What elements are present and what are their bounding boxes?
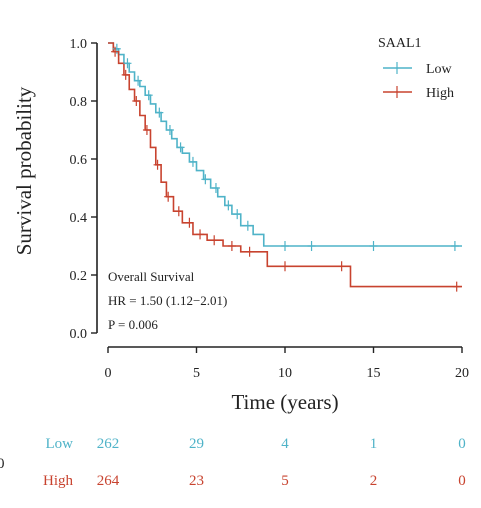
axes: 0.0 0.2 0.4 0.6 0.8 1.0 0 5 10 15 20	[70, 37, 470, 381]
x-tick-label: 20	[455, 366, 469, 381]
censor-mark	[155, 107, 164, 118]
censor-mark	[142, 125, 151, 135]
censor-mark	[144, 90, 153, 101]
x-tick-label: 10	[278, 366, 292, 381]
y-tick-label: 0.4	[70, 211, 88, 226]
series-line-low	[108, 42, 462, 247]
y-tick-label: 0.2	[70, 269, 88, 284]
censor-mark	[211, 183, 220, 193]
censor-mark	[337, 261, 346, 272]
censor-mark	[176, 142, 185, 153]
censor-mark	[134, 75, 143, 86]
y-tick-label: 0.6	[70, 153, 88, 168]
censor-mark	[201, 174, 210, 185]
annotation-title: Overall Survival	[108, 269, 195, 284]
censor-mark	[224, 200, 233, 211]
risk-cell: 0	[458, 436, 466, 452]
censor-mark	[196, 229, 205, 240]
censor-mark	[111, 46, 120, 57]
censor-mark	[233, 209, 242, 220]
risk-table-margin-mark: 0	[0, 456, 5, 472]
x-axis-label: Time (years)	[231, 390, 338, 414]
y-tick-label: 0.8	[70, 95, 88, 110]
censor-mark	[164, 191, 173, 202]
risk-cell: 23	[189, 473, 204, 489]
y-tick-label: 1.0	[70, 37, 88, 52]
censor-mark	[452, 281, 461, 292]
risk-cell: 262	[97, 436, 120, 452]
risk-row-label: Low	[46, 436, 74, 452]
censor-mark	[174, 206, 183, 217]
censor-mark	[450, 241, 459, 251]
censor-mark	[281, 241, 289, 251]
censor-mark	[123, 58, 132, 69]
censor-mark	[227, 241, 236, 251]
risk-cell: 4	[281, 436, 289, 452]
x-tick-label: 5	[193, 366, 200, 381]
risk-row-label: High	[43, 473, 74, 489]
y-tick-label: 0.0	[70, 327, 88, 342]
censor-mark	[281, 261, 289, 272]
legend-label-high: High	[426, 86, 454, 101]
censor-mark	[243, 220, 252, 231]
censor-mark	[165, 125, 174, 135]
p-value: P = 0.006	[108, 317, 158, 332]
censor-mark	[132, 96, 141, 106]
risk-cell: 2	[370, 473, 378, 489]
risk-cell: 5	[281, 473, 289, 489]
risk-cell: 264	[97, 473, 120, 489]
censor-mark	[121, 69, 130, 80]
censor-mark	[210, 235, 219, 246]
censor-mark	[153, 159, 162, 170]
censor-mark	[307, 241, 316, 251]
risk-cell: 1	[370, 436, 378, 452]
censor-marks	[111, 43, 461, 292]
legend-title: SAAL1	[378, 36, 422, 51]
hazard-ratio: HR = 1.50 (1.12−2.01)	[108, 293, 227, 308]
risk-cell: 29	[189, 436, 204, 452]
x-tick-label: 0	[105, 366, 112, 381]
censor-mark	[185, 217, 194, 228]
legend-label-low: Low	[426, 62, 453, 77]
x-tick-label: 15	[367, 366, 381, 381]
censor-mark	[369, 241, 378, 251]
stats-annotation: Overall Survival HR = 1.50 (1.12−2.01) P…	[108, 269, 227, 332]
legend: SAAL1 Low High	[378, 36, 454, 101]
censor-mark	[245, 246, 254, 257]
y-axis-label: Survival probability	[12, 86, 36, 255]
risk-table: Low 262 29 4 1 0 High 264 23 5 2 0	[43, 436, 466, 489]
risk-cell: 0	[458, 473, 466, 489]
censor-mark	[188, 156, 197, 167]
